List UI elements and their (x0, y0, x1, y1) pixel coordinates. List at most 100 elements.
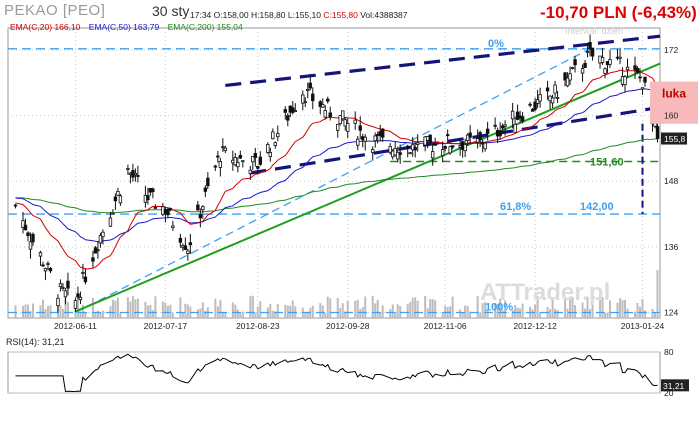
volume-bar (61, 309, 64, 318)
volume-bar (626, 308, 629, 318)
volume-bar (379, 312, 382, 318)
candle-body (276, 133, 280, 138)
candle-body (213, 165, 218, 168)
volume-bar (479, 312, 482, 318)
volume-bar (119, 312, 122, 318)
volume-bar (624, 299, 627, 318)
volume-bar (464, 305, 467, 318)
volume-bar (101, 310, 104, 318)
volume-bar (461, 311, 464, 318)
candle-body (286, 115, 290, 121)
grid (8, 28, 660, 393)
candle-body (13, 204, 18, 207)
candle-body (323, 109, 327, 118)
volume-bar (591, 296, 594, 318)
candle-body (268, 152, 272, 157)
volume-bar (129, 301, 132, 318)
volume-bar (551, 297, 554, 318)
volume-bar (184, 303, 187, 318)
volume-bar (224, 312, 227, 318)
rsi-label: RSI(14): 31,21 (6, 337, 65, 347)
candle-body (346, 123, 350, 132)
volume-bar (521, 303, 524, 318)
candle-body (538, 94, 542, 102)
rsi-value-label: 31,21 (663, 381, 685, 391)
quote-time: 17:34 (190, 10, 212, 20)
candle-body (308, 82, 312, 89)
volume-bar (391, 304, 394, 318)
volume-bar (341, 303, 344, 318)
volume-bar (251, 295, 254, 318)
candle-body (216, 155, 220, 158)
volume-bar (459, 309, 462, 318)
candle-body (238, 155, 243, 159)
volume-bar (501, 310, 504, 318)
volume-bar (24, 304, 27, 318)
volume-bar (536, 295, 539, 318)
candle-body (503, 124, 507, 127)
candle-body (318, 101, 322, 107)
rsi-value-box (661, 379, 689, 392)
candle-body (513, 123, 517, 133)
volume-bar (219, 299, 222, 318)
volume-bar (499, 298, 502, 318)
candle-body (338, 115, 342, 125)
volume-bar (326, 296, 329, 318)
volume-bar (149, 304, 152, 318)
volume-bar (376, 299, 379, 318)
x-tick-label: 2013-01-24 (621, 321, 665, 331)
volume-bar (389, 308, 392, 318)
volume-bar (144, 301, 147, 318)
volume-bar (359, 309, 362, 318)
candle-body (545, 87, 550, 92)
volume-bar (236, 309, 239, 318)
candle-body (363, 136, 367, 142)
volume-bar (91, 297, 94, 318)
candle-body (258, 156, 263, 165)
candle-body (483, 142, 487, 150)
candle-body (91, 257, 95, 262)
candle-body (343, 119, 347, 127)
candle-body (625, 66, 630, 71)
volume-bar (416, 300, 419, 318)
candle-body (61, 287, 65, 289)
volume-bar (161, 301, 164, 318)
quote-high: H:158,80 (251, 10, 286, 20)
volume-bar (396, 304, 399, 318)
volume-bar (441, 313, 444, 318)
ema200-legend: EMA(C,200) 155,04 (167, 22, 243, 32)
volume-bar (604, 312, 607, 318)
volume-bar (179, 297, 182, 318)
price-change: -10,70 PLN (-6,43%) (540, 3, 697, 22)
fib-0-label: 0% (488, 38, 504, 50)
volume-bar (14, 305, 17, 318)
volume-bar (274, 311, 277, 318)
candle-body (41, 264, 45, 267)
volume-bar (486, 310, 489, 318)
candle-body (166, 208, 170, 216)
volume-bar (214, 298, 217, 318)
volume-bar (569, 296, 572, 318)
candle-body (485, 128, 490, 134)
volume-bar (636, 302, 639, 318)
rsi-panel: 20 80 31,21 (7, 347, 689, 398)
watermark: ATTrader.pl (480, 279, 610, 306)
candle-body (633, 65, 637, 71)
x-tick-label: 2012-09-28 (326, 321, 370, 331)
volume-bar (394, 311, 397, 318)
volume-bar (181, 312, 184, 318)
volume-bar (249, 296, 252, 318)
candle-body (133, 172, 138, 176)
candle-body (28, 241, 33, 250)
candle-body (498, 130, 502, 137)
candle-body (638, 76, 642, 79)
candle-body (56, 297, 60, 307)
candle-body (76, 293, 80, 298)
candle-body (98, 235, 103, 244)
candle-body (151, 188, 155, 193)
candle-body (336, 123, 340, 131)
volume-bar (429, 299, 432, 318)
volume-bar (49, 305, 52, 318)
candle-body (171, 225, 175, 228)
